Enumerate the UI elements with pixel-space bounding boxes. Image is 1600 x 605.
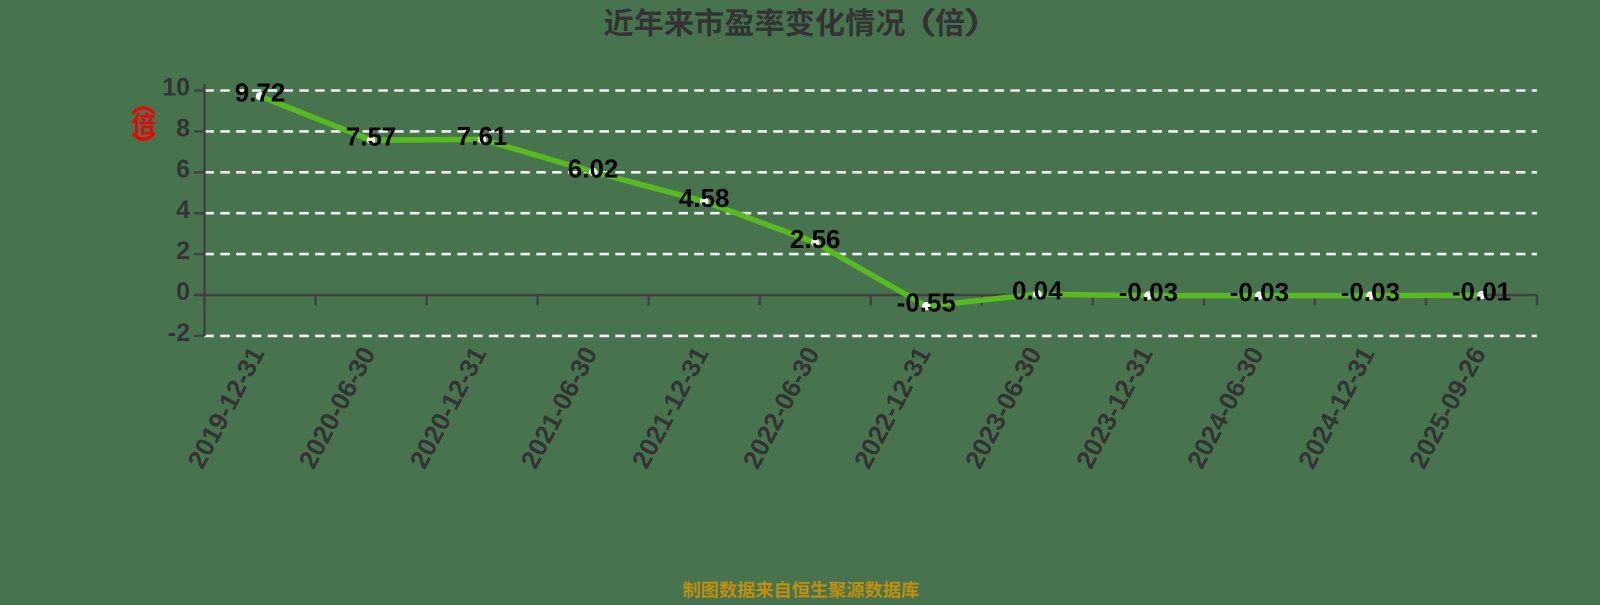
svg-text:2: 2 bbox=[176, 237, 190, 265]
svg-text:-2: -2 bbox=[168, 319, 190, 347]
svg-text:6.02: 6.02 bbox=[568, 153, 619, 183]
svg-text:4.58: 4.58 bbox=[679, 183, 730, 213]
svg-text:0.04: 0.04 bbox=[1012, 276, 1063, 306]
svg-text:7.57: 7.57 bbox=[346, 122, 397, 152]
svg-text:9.72: 9.72 bbox=[235, 78, 286, 108]
svg-text:7.61: 7.61 bbox=[457, 121, 508, 151]
svg-text:-0.55: -0.55 bbox=[897, 288, 956, 318]
svg-text:-0.03: -0.03 bbox=[1230, 277, 1289, 307]
svg-text:10: 10 bbox=[162, 74, 190, 102]
svg-text:4: 4 bbox=[176, 196, 190, 224]
svg-text:-0.01: -0.01 bbox=[1452, 277, 1511, 307]
svg-text:-0.03: -0.03 bbox=[1119, 277, 1178, 307]
svg-text:0: 0 bbox=[176, 278, 190, 306]
svg-text:8: 8 bbox=[176, 114, 190, 142]
svg-text:-0.03: -0.03 bbox=[1341, 277, 1400, 307]
svg-text:2.56: 2.56 bbox=[790, 224, 841, 254]
svg-text:6: 6 bbox=[176, 155, 190, 183]
